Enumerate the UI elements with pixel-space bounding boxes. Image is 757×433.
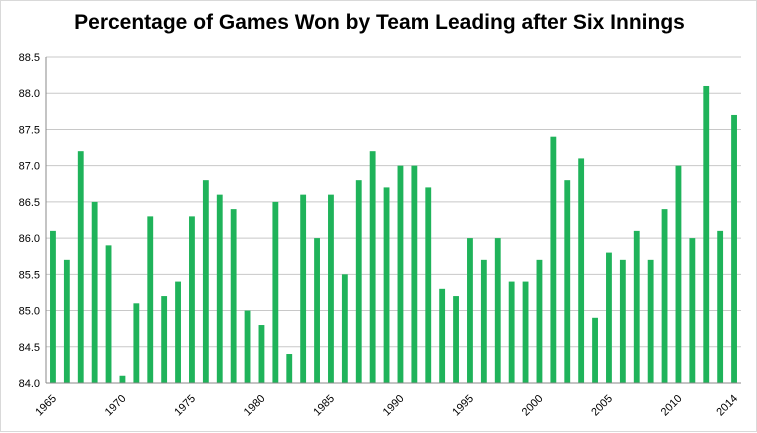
bar-1980: [258, 325, 265, 383]
bar-1981: [272, 201, 279, 383]
bar-1975: [189, 216, 195, 383]
bar-2013: [717, 230, 724, 383]
bar-1990: [397, 165, 404, 383]
bar-2003: [578, 158, 585, 383]
x-tick-labels: 1965 1970 1975 1980 1985 1990 1995 2000 2005 2010…: [33, 393, 740, 419]
bar-2014: [731, 114, 737, 384]
x-tick-label: 2000: [520, 393, 546, 419]
bar-2010: [675, 165, 682, 383]
x-tick-label: 2010: [659, 393, 685, 419]
bar-1971: [133, 303, 140, 383]
bar-2004: [592, 317, 598, 383]
x-tick-label: 1965: [33, 393, 59, 419]
y-tick-label: 88.0: [19, 88, 40, 100]
x-tick-label: 1985: [311, 393, 337, 419]
bar-1979: [244, 310, 251, 383]
y-tick-label: 84.0: [19, 378, 40, 390]
bar-1989: [383, 187, 390, 383]
bar-1974: [175, 281, 181, 383]
bar-2005: [606, 252, 612, 383]
bar-1970: [119, 375, 126, 383]
bar-1992: [425, 187, 432, 383]
bar-2001: [550, 136, 557, 383]
bar-2009: [661, 209, 668, 383]
bar-1986: [341, 274, 348, 383]
y-tick-label: 85.5: [19, 269, 40, 281]
bar-1993: [439, 288, 446, 383]
x-tick-label: 1970: [103, 393, 129, 419]
bar-1976: [202, 180, 209, 383]
bar-1985: [328, 194, 334, 383]
bar-2007: [633, 230, 640, 383]
x-tick-label: 1980: [242, 393, 268, 419]
bar-1965: [50, 230, 56, 383]
y-tick-label: 86.5: [19, 197, 40, 209]
bar-1969: [105, 245, 112, 383]
x-tick-label: 2005: [589, 393, 615, 419]
bar-1966: [63, 259, 70, 383]
bar-1995: [467, 238, 473, 383]
bar-1997: [494, 238, 501, 383]
axes: [45, 57, 741, 384]
bar-1983: [300, 194, 307, 383]
bar-1973: [161, 296, 168, 383]
x-tick-label: 2014: [714, 393, 740, 419]
bar-1984: [314, 238, 320, 383]
bar-1972: [147, 216, 154, 383]
y-tick-label: 85.0: [19, 306, 40, 318]
y-tick-label: 87.5: [19, 124, 40, 136]
bar-2008: [647, 259, 654, 383]
y-tick-label: 84.5: [19, 342, 40, 354]
bar-1987: [355, 180, 362, 383]
chart-title: Percentage of Games Won by Team Leading …: [74, 11, 685, 34]
bar-2012: [703, 85, 710, 383]
bar-2000: [536, 259, 543, 383]
x-tick-label: 1990: [381, 393, 407, 419]
bar-1968: [91, 201, 98, 383]
y-tick-label: 86.0: [19, 233, 40, 245]
y-tick-labels: 84.0 84.5 85.0 85.5 86.0 86.5 87.0 87.5 88.0 88.5: [19, 52, 40, 390]
y-tick-label: 87.0: [19, 161, 40, 173]
bar-1977: [216, 194, 223, 383]
bar-2011: [689, 238, 696, 383]
bar-1978: [230, 209, 237, 383]
bar-1999: [522, 281, 529, 383]
x-tick-label: 1975: [172, 393, 198, 419]
bar-2006: [619, 259, 626, 383]
bar-2002: [564, 180, 571, 383]
y-tick-label: 88.5: [19, 52, 40, 64]
bar-1998: [508, 281, 515, 383]
bar-1996: [480, 259, 487, 383]
x-tick-label: 1995: [450, 393, 476, 419]
bar-1988: [369, 151, 376, 383]
bars: [50, 85, 737, 384]
bar-1982: [286, 354, 293, 383]
bar-1967: [77, 151, 84, 383]
bar-1994: [453, 296, 459, 383]
bar-1991: [411, 165, 418, 383]
